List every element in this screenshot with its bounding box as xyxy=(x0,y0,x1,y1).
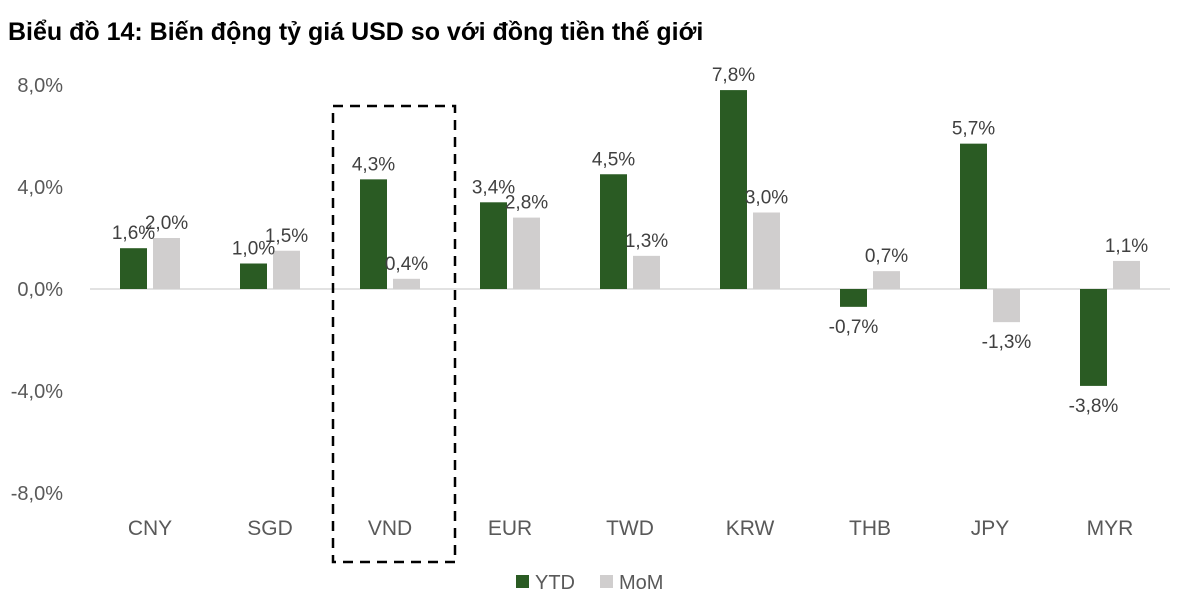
bar-ytd-eur xyxy=(480,202,507,289)
data-label-ytd-cny: 1,6% xyxy=(112,223,155,244)
data-label-ytd-twd: 4,5% xyxy=(592,149,635,170)
legend: YTD MoM xyxy=(516,572,663,594)
y-tick-label: 0,0% xyxy=(17,279,63,301)
category-label-sgd: SGD xyxy=(247,517,293,540)
bar-ytd-cny xyxy=(120,248,147,289)
legend-swatch-mom xyxy=(600,575,613,588)
data-labels: 1,6%2,0% 1,0%1,5% 4,3% 0,4% 3,4%2,8% 4,5% 1,3%… xyxy=(112,65,1148,417)
bar-mom-twd xyxy=(633,255,660,289)
bar-ytd-vnd xyxy=(360,179,387,289)
y-tick-label: -4,0% xyxy=(11,381,63,403)
y-tick-label: -8,0% xyxy=(11,483,63,505)
data-label-ytd-vnd: 4,3% xyxy=(352,154,395,175)
bar-mom-vnd xyxy=(393,278,420,289)
data-label-mom-vnd: 0,4% xyxy=(385,254,428,275)
data-label-ytd-thb: -0,7% xyxy=(829,317,879,338)
category-label-jpy: JPY xyxy=(971,517,1010,540)
category-labels: CNY SGD VND EUR TWD KRW THB JPY MYR xyxy=(128,517,1134,540)
data-label-mom-sgd: 1,5% xyxy=(265,226,308,247)
data-label-mom-jpy: -1,3% xyxy=(982,332,1032,353)
y-axis: 8,0% 4,0% 0,0% -4,0% -8,0% xyxy=(11,75,63,505)
data-label-mom-krw: 3,0% xyxy=(745,188,788,209)
bar-ytd-thb xyxy=(840,289,867,307)
y-tick-label: 8,0% xyxy=(17,75,63,97)
category-label-eur: EUR xyxy=(488,517,532,540)
category-label-cny: CNY xyxy=(128,517,172,540)
bar-mom-thb xyxy=(873,271,900,289)
data-label-mom-twd: 1,3% xyxy=(625,231,668,252)
bar-mom-myr xyxy=(1113,260,1140,289)
category-label-thb: THB xyxy=(849,517,891,540)
bar-mom-eur xyxy=(513,217,540,289)
bar-ytd-jpy xyxy=(960,143,987,289)
category-label-myr: MYR xyxy=(1087,517,1134,540)
bar-ytd-twd xyxy=(600,174,627,289)
bar-mom-jpy xyxy=(993,289,1020,323)
data-label-ytd-myr: -3,8% xyxy=(1069,396,1119,417)
legend-swatch-ytd xyxy=(516,575,529,588)
vnd-highlight-box xyxy=(331,104,457,564)
data-label-ytd-jpy: 5,7% xyxy=(952,119,995,140)
bar-ytd-sgd xyxy=(240,263,267,289)
category-label-twd: TWD xyxy=(606,517,654,540)
bars xyxy=(120,90,1140,386)
category-label-vnd: VND xyxy=(368,517,412,540)
category-label-krw: KRW xyxy=(726,517,775,540)
legend-label-mom: MoM xyxy=(619,572,663,594)
data-label-ytd-krw: 7,8% xyxy=(712,65,755,86)
y-tick-label: 4,0% xyxy=(17,177,63,199)
bar-mom-cny xyxy=(153,238,180,289)
data-label-ytd-sgd: 1,0% xyxy=(232,239,275,260)
chart-title: Biểu đồ 14: Biến động tỷ giá USD so với … xyxy=(8,18,704,46)
data-label-mom-eur: 2,8% xyxy=(505,193,548,214)
data-label-mom-cny: 2,0% xyxy=(145,213,188,234)
data-label-ytd-eur: 3,4% xyxy=(472,177,515,198)
bar-ytd-krw xyxy=(720,90,747,289)
data-label-mom-thb: 0,7% xyxy=(865,246,908,267)
legend-label-ytd: YTD xyxy=(535,572,575,594)
bar-ytd-myr xyxy=(1080,289,1107,386)
data-label-mom-myr: 1,1% xyxy=(1105,236,1148,257)
bar-mom-sgd xyxy=(273,250,300,289)
bar-mom-krw xyxy=(753,212,780,289)
